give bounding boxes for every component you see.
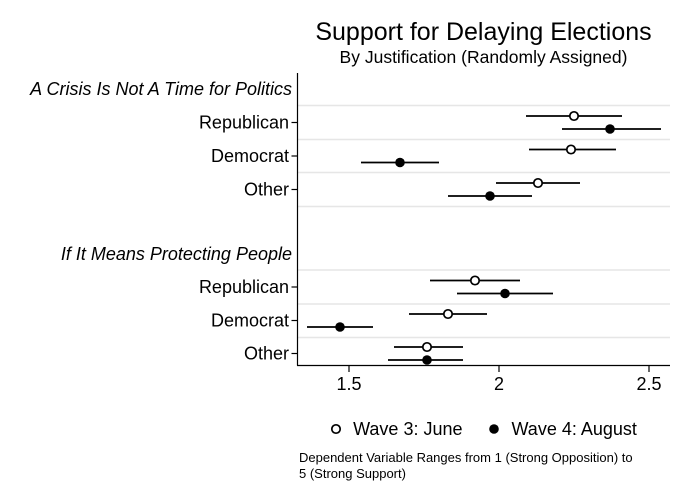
category-label: Democrat (211, 146, 289, 166)
wave4-estimate-marker (335, 322, 345, 332)
wave3-estimate-marker (421, 341, 433, 353)
open-circle-icon (331, 423, 342, 435)
x-tick-label: 2.5 (636, 374, 661, 394)
category-label: Democrat (211, 311, 289, 331)
wave3-estimate-marker (565, 144, 577, 155)
wave3-estimate-marker (469, 275, 481, 286)
category-label: Other (244, 180, 289, 200)
chart-note: Dependent Variable Ranges from 1 (Strong… (299, 450, 633, 482)
wave3-estimate-marker (568, 110, 580, 122)
wave4-estimate-marker (605, 124, 615, 134)
chart-note-line-1: Dependent Variable Ranges from 1 (Strong… (299, 450, 633, 465)
legend: Wave 3: June Wave 4: August (297, 417, 670, 441)
x-tick-label: 2 (494, 374, 504, 394)
wave4-estimate-marker (500, 288, 510, 299)
x-tick-label: 1.5 (336, 374, 361, 394)
legend-label-wave3: Wave 3: June (353, 418, 463, 439)
legend-item-wave4: Wave 4: August (488, 418, 637, 440)
legend-item-wave3: Wave 3: June (330, 419, 462, 440)
group-header: If It Means Protecting People (61, 244, 292, 264)
legend-label-wave4: Wave 4: August (511, 418, 637, 439)
wave3-estimate-marker (532, 177, 544, 189)
filled-circle-icon (489, 424, 500, 434)
wave4-estimate-marker (395, 157, 405, 168)
category-label: Republican (199, 277, 289, 297)
group-header: A Crisis Is Not A Time for Politics (29, 79, 292, 99)
category-label: Other (244, 344, 289, 364)
chart-title: Support for Delaying Elections (315, 18, 652, 46)
chart-note-line-2: 5 (Strong Support) (299, 466, 406, 481)
wave4-estimate-marker (422, 355, 432, 365)
chart-subtitle: By Justification (Randomly Assigned) (339, 47, 628, 67)
category-label: Republican (199, 113, 289, 133)
wave4-estimate-marker (485, 191, 495, 201)
wave3-estimate-marker (442, 308, 454, 320)
